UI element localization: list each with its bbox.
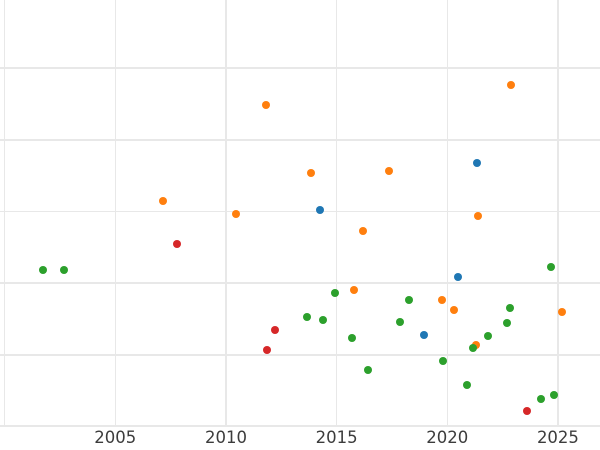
- x-gridline: [446, 0, 449, 427]
- data-point-orange: [262, 100, 271, 109]
- y-gridline: [0, 354, 600, 356]
- data-point-orange: [507, 80, 516, 89]
- y-gridline: [0, 67, 600, 69]
- data-point-green: [463, 380, 472, 389]
- data-point-blue: [454, 273, 463, 282]
- data-point-red: [263, 345, 272, 354]
- data-point-orange: [231, 210, 240, 219]
- data-point-orange: [471, 340, 480, 349]
- data-point-orange: [474, 212, 483, 221]
- data-point-red: [271, 326, 280, 335]
- data-point-orange: [358, 226, 367, 235]
- data-point-green: [38, 266, 47, 275]
- x-tick-label: 2005: [94, 428, 137, 447]
- data-point-red: [522, 406, 531, 415]
- data-point-blue: [316, 206, 325, 215]
- x-gridline: [557, 0, 559, 427]
- y-gridline: [0, 139, 600, 141]
- data-point-green: [502, 318, 511, 327]
- data-point-orange: [306, 169, 315, 178]
- data-point-green: [404, 296, 413, 305]
- x-gridline: [3, 0, 6, 427]
- data-point-orange: [385, 167, 394, 176]
- y-gridline: [0, 425, 600, 427]
- data-point-orange: [350, 285, 359, 294]
- data-point-orange: [450, 306, 459, 315]
- data-point-green: [303, 312, 312, 321]
- data-point-green: [506, 303, 515, 312]
- x-gridline: [114, 0, 117, 427]
- data-point-green: [439, 356, 448, 365]
- data-point-green: [330, 289, 339, 298]
- data-point-blue: [420, 331, 429, 340]
- x-gridline: [225, 0, 227, 427]
- x-tick-label: 2015: [315, 428, 358, 447]
- data-point-orange: [437, 296, 446, 305]
- x-tick-label: 2025: [536, 428, 579, 447]
- y-gridline: [0, 282, 600, 284]
- data-point-green: [347, 333, 356, 342]
- y-gridline: [0, 210, 600, 213]
- plot-area: [0, 0, 600, 427]
- x-tick-label: 2010: [204, 428, 247, 447]
- x-axis: 2005 2010 2015 2020 2025: [0, 427, 600, 450]
- x-gridline: [335, 0, 338, 427]
- data-point-orange: [557, 307, 566, 316]
- data-point-green: [546, 263, 555, 272]
- data-point-green: [549, 390, 558, 399]
- data-point-green: [395, 317, 404, 326]
- data-point-red: [173, 239, 182, 248]
- data-point-green: [468, 344, 477, 353]
- data-point-orange: [159, 196, 168, 205]
- data-point-green: [484, 332, 492, 341]
- data-point-green: [60, 266, 69, 275]
- data-point-blue: [473, 159, 482, 168]
- data-point-green: [364, 365, 373, 374]
- x-tick-label: 2020: [426, 428, 469, 447]
- data-point-green: [318, 315, 327, 324]
- data-point-green: [537, 395, 546, 404]
